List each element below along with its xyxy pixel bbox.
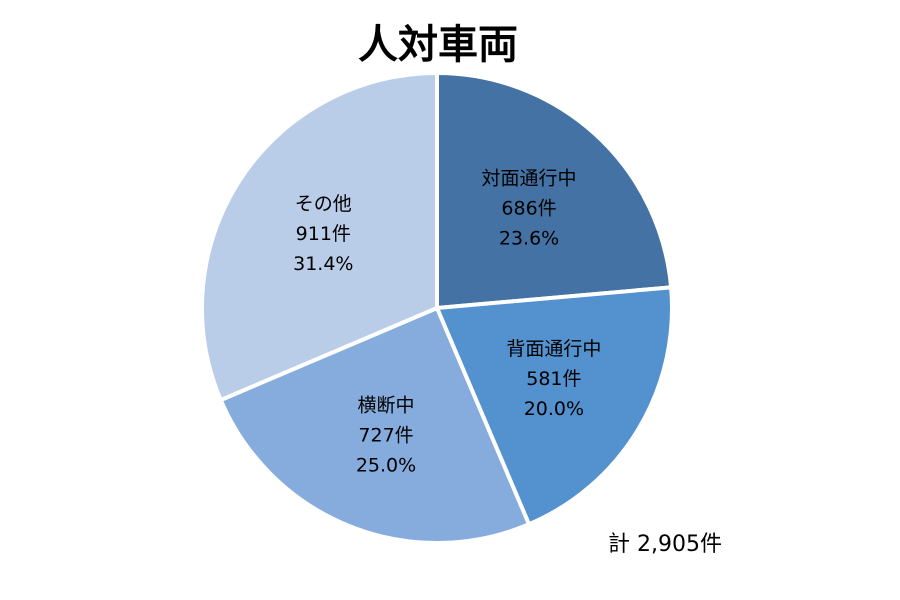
slice-name-label: 背面通行中 <box>506 338 601 360</box>
slice-percent-label: 23.6% <box>499 227 559 249</box>
slice-name-label: 対面通行中 <box>482 167 577 189</box>
total-label: 計 2,905件 <box>608 532 722 557</box>
pie-slice-2 <box>435 285 674 527</box>
chart-title: 人対車両 <box>358 22 518 68</box>
slice-count-label: 686件 <box>501 197 556 219</box>
pie-slices <box>200 71 674 545</box>
slice-name-label: その他 <box>295 193 352 215</box>
slice-count-label: 727件 <box>358 424 413 446</box>
slice-count-label: 911件 <box>296 223 351 245</box>
slice-name-label: 横断中 <box>358 394 415 416</box>
pie-slice-1 <box>435 71 674 310</box>
pie-labels: 対面通行中 686件 23.6% 背面通行中 581件 20.0% 横断中 727件 25.0%… <box>293 167 601 476</box>
slice-percent-label: 25.0% <box>356 454 416 476</box>
pie-slice-4 <box>200 71 439 402</box>
slice-percent-label: 31.4% <box>293 253 353 275</box>
pie-slice-3 <box>218 306 531 545</box>
slice-count-label: 581件 <box>526 368 581 390</box>
slice-percent-label: 20.0% <box>524 398 584 420</box>
